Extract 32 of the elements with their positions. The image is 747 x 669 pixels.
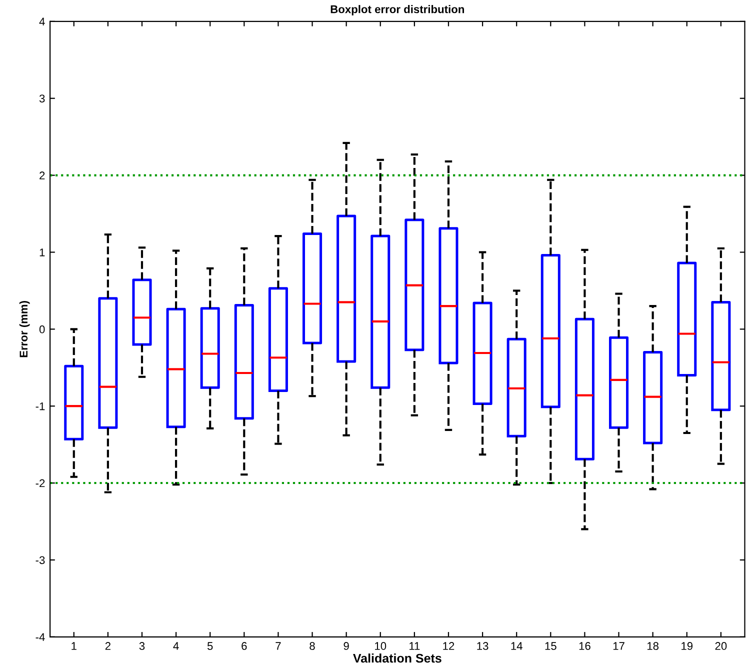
x-tick-label: 9 [344,642,349,650]
x-tick-label: 5 [207,642,213,650]
y-tick-label: 2 [40,172,45,180]
x-tick-label: 20 [715,642,727,650]
x-tick-label: 18 [647,642,659,650]
chart-title: Boxplot error distribution [330,5,464,16]
x-tick-label: 15 [545,642,556,650]
y-axis-title: Error (mm) [19,300,30,358]
x-tick-label: 17 [613,642,624,650]
x-tick-label: 7 [276,642,281,650]
x-tick-label: 1 [72,642,76,650]
x-tick-label: 13 [477,642,488,650]
y-tick-label: -1 [36,402,45,410]
x-tick-label: 3 [139,642,145,650]
x-tick-label: 2 [105,642,110,650]
x-tick-label: 16 [579,642,590,650]
y-tick-label: 3 [39,94,45,102]
x-tick-label: 11 [410,642,420,650]
y-tick-label: -3 [36,556,45,564]
y-tick-label: -2 [36,479,45,488]
y-tick-label: 0 [39,325,45,334]
x-tick-label: 6 [242,642,247,650]
x-tick-label: 19 [682,642,693,650]
y-tick-label: -4 [36,633,45,641]
y-tick-label: 4 [39,18,45,26]
x-tick-label: 14 [511,642,522,650]
y-tick-label: 1 [40,248,45,256]
x-tick-label: 12 [443,642,454,650]
x-tick-label: 4 [173,642,179,650]
x-tick-label: 8 [310,642,315,650]
x-axis-title: Validation Sets [353,653,442,663]
x-tick-label: 10 [375,642,386,650]
